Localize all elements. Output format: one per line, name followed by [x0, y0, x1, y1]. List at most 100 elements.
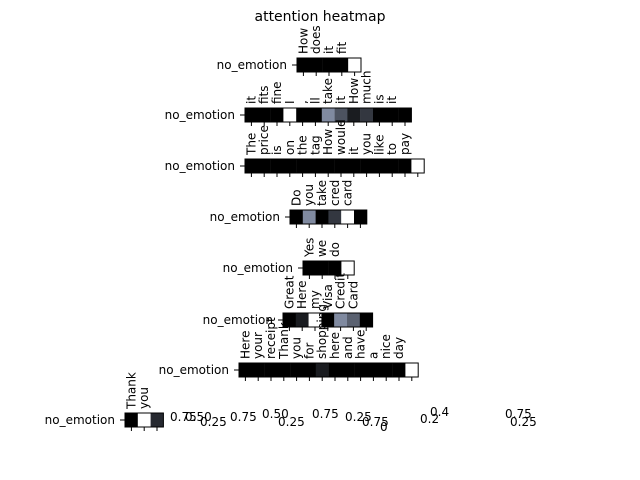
x-tick-label: Do [289, 189, 303, 206]
heatmap-cell [360, 159, 374, 173]
x-tick-label: and [341, 336, 355, 359]
heatmap-frame [238, 362, 419, 378]
colorbar-tick-label: 0.50 [185, 410, 212, 424]
heatmap-cell [379, 363, 393, 377]
x-tick-label: day [392, 337, 406, 359]
heatmap-cell [334, 313, 348, 327]
x-tick-label: , [296, 100, 310, 104]
heatmap-frame [302, 260, 355, 276]
heatmap-cell [334, 159, 348, 173]
heatmap-cell [315, 363, 329, 377]
x-tick-label: is [270, 145, 284, 155]
x-tick-label: your [251, 332, 265, 359]
x-tick-label: it [347, 147, 361, 155]
x-tick-label: I [283, 100, 297, 104]
heatmap-cell [347, 159, 361, 173]
heatmap-cell [405, 363, 419, 377]
heatmap-cell [245, 159, 258, 173]
x-tick-label: it [244, 96, 258, 104]
x-tick-label: Card [346, 281, 360, 309]
heatmap-cell [341, 261, 355, 275]
y-label: no_emotion [217, 58, 287, 72]
colorbar-tick-label: 0.25 [278, 415, 305, 429]
x-tick-label: nice [379, 334, 393, 359]
heatmap-cell [283, 159, 297, 173]
heatmap-cell [347, 313, 360, 327]
x-tick-label: like [372, 134, 386, 155]
x-tick-label: pay [398, 133, 412, 155]
x-tick-label: a [366, 352, 380, 359]
heatmap-cell [348, 58, 362, 72]
heatmap-cell [373, 108, 386, 122]
heatmap-cell [296, 108, 310, 122]
heatmap-cell [360, 108, 374, 122]
y-label: no_emotion [210, 210, 280, 224]
x-tick-label: Thank [277, 322, 291, 360]
colorbar-tick-label: 0.25 [200, 415, 227, 429]
heatmap-cell [385, 108, 399, 122]
x-tick-label: ll [308, 97, 322, 104]
x-tick-label: Here [295, 281, 309, 309]
x-tick-label: the [296, 135, 310, 155]
x-tick-label: fits [257, 85, 271, 104]
y-label: no_emotion [165, 159, 235, 173]
colorbar-tick-label: 0.75 [312, 407, 339, 421]
y-label: no_emotion [223, 261, 293, 275]
heatmap-frame [296, 57, 362, 73]
heatmap-cell [359, 313, 373, 327]
heatmap-cell [303, 363, 316, 377]
heatmap-frame [244, 158, 425, 174]
colorbar-tick-label: 0 [380, 420, 388, 434]
x-tick-label: Visa [321, 284, 335, 309]
heatmap-cell [398, 108, 412, 122]
x-tick-label: take [321, 78, 335, 104]
x-tick-label: How [321, 129, 335, 155]
x-tick-label: here [328, 332, 342, 359]
heatmap-cell [290, 363, 304, 377]
heatmap-frame [282, 312, 374, 328]
x-tick-label: my [308, 290, 322, 309]
x-tick-label: you [290, 337, 304, 359]
heatmap-frame [289, 209, 368, 225]
colorbar-tick-label: 0.50 [262, 407, 289, 421]
heatmap-cell [270, 108, 284, 122]
heatmap-cell [341, 363, 355, 377]
x-tick-label: it [385, 96, 399, 104]
x-tick-label: would [334, 119, 348, 155]
x-tick-label: take [315, 180, 329, 206]
heatmap-cell [308, 313, 322, 327]
x-tick-label: is [372, 94, 386, 104]
x-tick-label: Yes [302, 238, 316, 258]
x-tick-label: Credit [334, 273, 348, 309]
y-label: no_emotion [159, 363, 229, 377]
heatmap-cell [309, 159, 322, 173]
colorbar-tick-label: 0.75 [170, 410, 197, 424]
heatmap-cell [270, 159, 284, 173]
heatmap-cell [328, 210, 342, 224]
heatmap-cell [367, 363, 380, 377]
x-tick-label: you [360, 133, 374, 155]
heatmap-cell [315, 210, 329, 224]
x-tick-label: Thank [124, 372, 138, 410]
heatmap-cell [385, 159, 399, 173]
x-tick-label: fine [270, 81, 284, 104]
heatmap-cell [354, 363, 368, 377]
x-tick-label: have [354, 330, 368, 359]
x-tick-label: cred [328, 180, 342, 206]
heatmap-cell [239, 363, 252, 377]
heatmap-cell [283, 108, 297, 122]
heatmap-cell [341, 210, 355, 224]
x-tick-label: to [385, 143, 399, 155]
heatmap-cell [309, 58, 323, 72]
heatmap-cell [264, 363, 278, 377]
heatmap-cell [283, 313, 296, 327]
x-tick-label: How [296, 28, 310, 54]
heatmap-cell [373, 159, 386, 173]
x-tick-label: receipt [264, 317, 278, 359]
x-tick-label: price [257, 125, 271, 155]
x-tick-label: it [334, 96, 348, 104]
heatmap-cell [277, 363, 291, 377]
colorbar-tick-label: 0.75 [362, 415, 389, 429]
x-tick-label: for [302, 342, 316, 359]
